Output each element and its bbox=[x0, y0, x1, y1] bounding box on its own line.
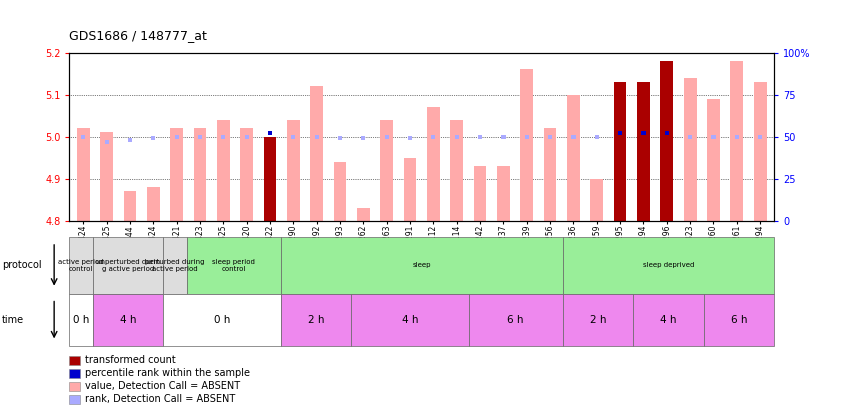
Bar bbox=[194, 128, 206, 221]
Bar bbox=[571, 134, 575, 139]
Bar bbox=[431, 134, 436, 139]
Text: perturbed during
active period: perturbed during active period bbox=[146, 259, 205, 272]
Text: time: time bbox=[2, 315, 24, 325]
Text: 4 h: 4 h bbox=[120, 315, 136, 325]
Bar bbox=[147, 187, 160, 221]
Bar bbox=[174, 134, 179, 139]
Bar bbox=[268, 131, 272, 135]
Bar bbox=[128, 138, 132, 142]
Text: 2 h: 2 h bbox=[590, 315, 607, 325]
Text: GDS1686 / 148777_at: GDS1686 / 148777_at bbox=[69, 30, 207, 43]
Bar bbox=[684, 78, 696, 221]
Bar bbox=[730, 61, 743, 221]
Bar bbox=[427, 107, 440, 221]
Bar bbox=[661, 61, 673, 221]
Bar bbox=[81, 134, 85, 139]
Bar bbox=[613, 82, 627, 221]
Bar bbox=[544, 128, 557, 221]
Bar bbox=[264, 137, 277, 221]
Bar bbox=[222, 134, 226, 139]
Bar bbox=[408, 136, 412, 141]
Bar bbox=[502, 134, 506, 139]
Text: sleep deprived: sleep deprived bbox=[643, 262, 694, 268]
Bar bbox=[641, 131, 645, 135]
Text: rank, Detection Call = ABSENT: rank, Detection Call = ABSENT bbox=[85, 394, 235, 404]
Text: 6 h: 6 h bbox=[731, 315, 747, 325]
Text: 6 h: 6 h bbox=[508, 315, 524, 325]
Bar bbox=[711, 134, 716, 139]
Bar bbox=[151, 136, 156, 141]
Bar bbox=[525, 134, 529, 139]
Bar bbox=[450, 120, 463, 221]
Bar bbox=[244, 134, 249, 139]
Bar bbox=[497, 166, 510, 221]
Bar bbox=[618, 131, 622, 135]
Text: percentile rank within the sample: percentile rank within the sample bbox=[85, 369, 250, 378]
Bar bbox=[385, 134, 389, 139]
Bar bbox=[595, 134, 599, 139]
Bar bbox=[567, 95, 580, 221]
Bar bbox=[478, 134, 482, 139]
Bar bbox=[591, 179, 603, 221]
Bar bbox=[404, 158, 416, 221]
Text: value, Detection Call = ABSENT: value, Detection Call = ABSENT bbox=[85, 382, 239, 391]
Bar bbox=[665, 131, 669, 135]
Bar bbox=[707, 99, 720, 221]
Bar bbox=[338, 136, 342, 141]
Bar bbox=[734, 134, 739, 139]
Bar bbox=[105, 140, 109, 144]
Text: transformed count: transformed count bbox=[85, 356, 175, 365]
Bar bbox=[124, 191, 136, 221]
Bar bbox=[291, 134, 295, 139]
Text: protocol: protocol bbox=[2, 260, 41, 270]
Bar bbox=[77, 128, 90, 221]
Bar bbox=[548, 134, 552, 139]
Text: sleep: sleep bbox=[413, 262, 431, 268]
Text: 0 h: 0 h bbox=[214, 315, 230, 325]
Bar bbox=[287, 120, 299, 221]
Text: 4 h: 4 h bbox=[402, 315, 418, 325]
Text: 4 h: 4 h bbox=[660, 315, 677, 325]
Bar bbox=[637, 82, 650, 221]
Bar bbox=[361, 136, 365, 141]
Bar bbox=[454, 134, 459, 139]
Bar bbox=[758, 134, 762, 139]
Text: 0 h: 0 h bbox=[73, 315, 90, 325]
Bar bbox=[240, 128, 253, 221]
Bar bbox=[381, 120, 393, 221]
Bar bbox=[474, 166, 486, 221]
Text: 2 h: 2 h bbox=[308, 315, 324, 325]
Bar bbox=[754, 82, 766, 221]
Text: unperturbed durin
g active period: unperturbed durin g active period bbox=[96, 259, 160, 272]
Text: active period
control: active period control bbox=[58, 259, 104, 272]
Bar bbox=[315, 134, 319, 139]
Bar bbox=[357, 208, 370, 221]
Bar bbox=[217, 120, 230, 221]
Text: sleep period
control: sleep period control bbox=[212, 259, 255, 272]
Bar bbox=[170, 128, 183, 221]
Bar bbox=[688, 134, 692, 139]
Bar bbox=[310, 86, 323, 221]
Bar bbox=[333, 162, 347, 221]
Bar bbox=[198, 134, 202, 139]
Bar bbox=[101, 132, 113, 221]
Bar bbox=[520, 70, 533, 221]
